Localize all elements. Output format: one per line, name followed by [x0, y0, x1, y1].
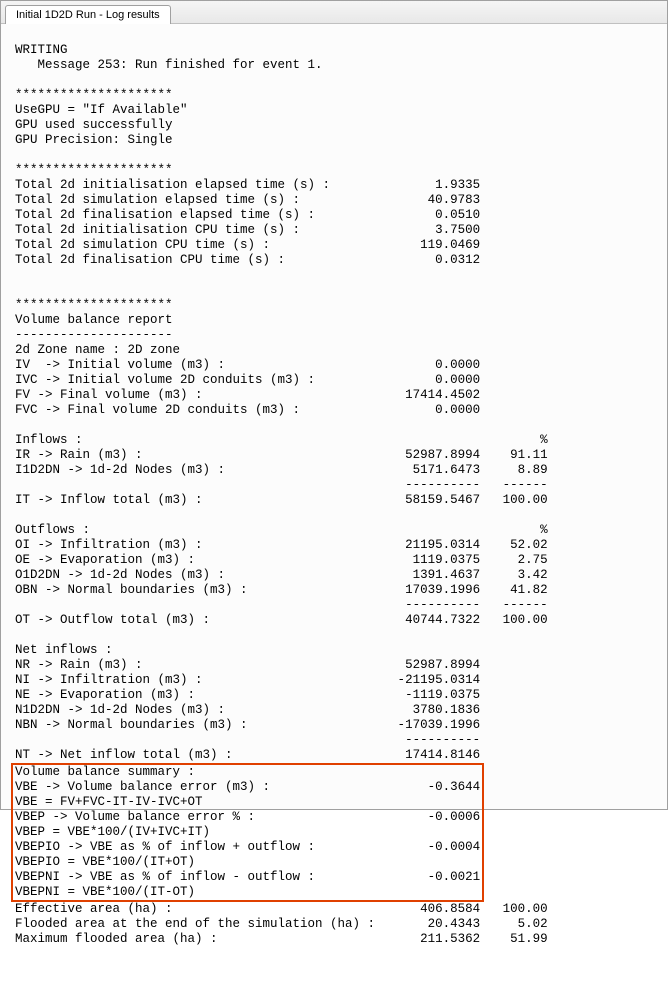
tab-log-results[interactable]: Initial 1D2D Run - Log results: [5, 5, 171, 24]
log-window: Initial 1D2D Run - Log results WRITING M…: [0, 0, 668, 810]
log-content-area: WRITING Message 253: Run finished for ev…: [1, 24, 667, 981]
log-text: WRITING Message 253: Run finished for ev…: [15, 43, 659, 947]
volume-balance-summary-box: Volume balance summary : VBE -> Volume b…: [11, 763, 484, 902]
tab-bar: Initial 1D2D Run - Log results: [1, 1, 667, 24]
